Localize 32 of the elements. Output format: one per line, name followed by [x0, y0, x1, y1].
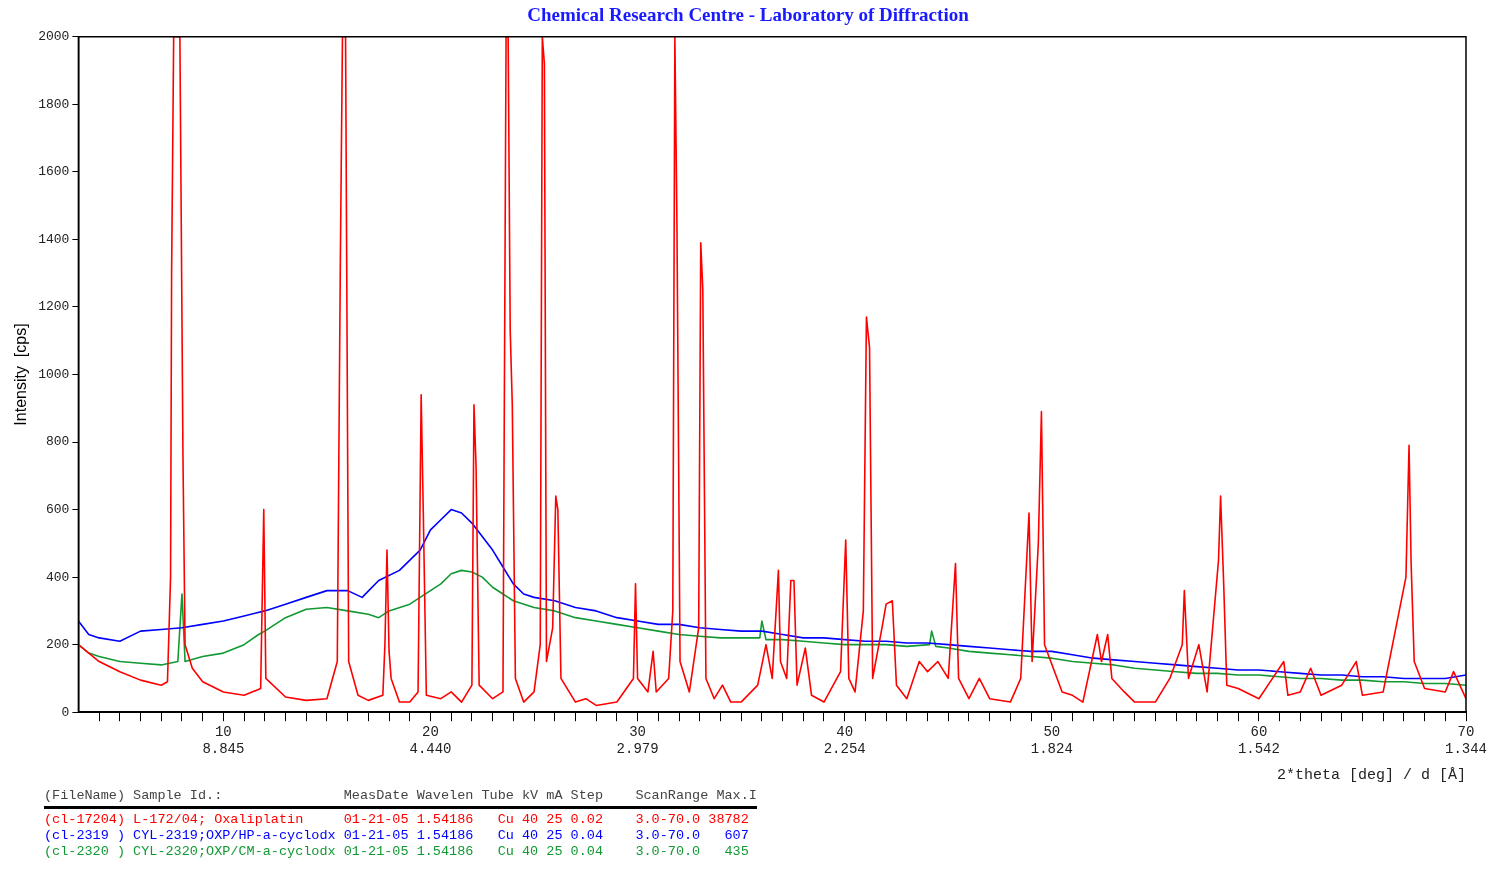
y-tick-label: 1800 — [38, 96, 70, 112]
y-tick-label: 1600 — [38, 164, 70, 180]
y-tick-label: 800 — [46, 434, 70, 450]
chart-title: Chemical Research Centre - Laboratory of Diffraction — [526, 3, 970, 26]
y-tick-label: 1400 — [38, 231, 70, 247]
text: 2.979 — [616, 740, 659, 757]
x-tick-label: 70 — [1457, 724, 1475, 741]
text: (FileName) Sample Id.: MeasDate Wavelen Tube kV mA Step ScanRange Max.I — [44, 788, 757, 809]
x-tick-label: 60 — [1250, 724, 1268, 741]
text: 2.254 — [823, 740, 866, 757]
y-tick-label: 0 — [61, 704, 70, 720]
x-axis-title: 2*theta [deg] / d [Å] — [1276, 766, 1466, 784]
x-tick-label: 30 — [629, 724, 646, 741]
x-tick-label: 40 — [836, 724, 854, 741]
x-tick-label: 50 — [1043, 724, 1061, 741]
y-tick-label: 1000 — [38, 366, 70, 382]
text: (cl-2319 ) CYL-2319;OXP/HP-a-cyclodx 01-21-05 1.54186 Cu 40 25 0.04 3.0-70.0 607 — [44, 828, 750, 844]
y-axis-title: Intensity [cps] — [12, 323, 30, 426]
x-tick-label: 10 — [214, 724, 232, 741]
y-tick-label: 2000 — [38, 29, 70, 45]
y-tick-label: 400 — [46, 569, 70, 585]
text: 8.845 — [202, 740, 245, 757]
y-tick-label: 600 — [46, 502, 70, 518]
x-tick-label: 20 — [422, 724, 439, 741]
text: (cl-17204) L-172/04; Oxaliplatin 01-21-05 1.54186 Cu 40 25 0.02 3.0-70.0 38782 — [44, 812, 750, 828]
text: 1.344 — [1444, 740, 1488, 757]
text: 4.440 — [409, 740, 452, 757]
y-tick-label: 200 — [46, 637, 70, 653]
y-tick-label: 1200 — [38, 299, 70, 315]
text: (cl-2320 ) CYL-2320;OXP/CM-a-cyclodx 01-21-05 1.54186 Cu 40 25 0.04 3.0-70.0 435 — [44, 844, 750, 860]
text: 1.542 — [1237, 740, 1280, 757]
text: 1.824 — [1030, 740, 1073, 757]
